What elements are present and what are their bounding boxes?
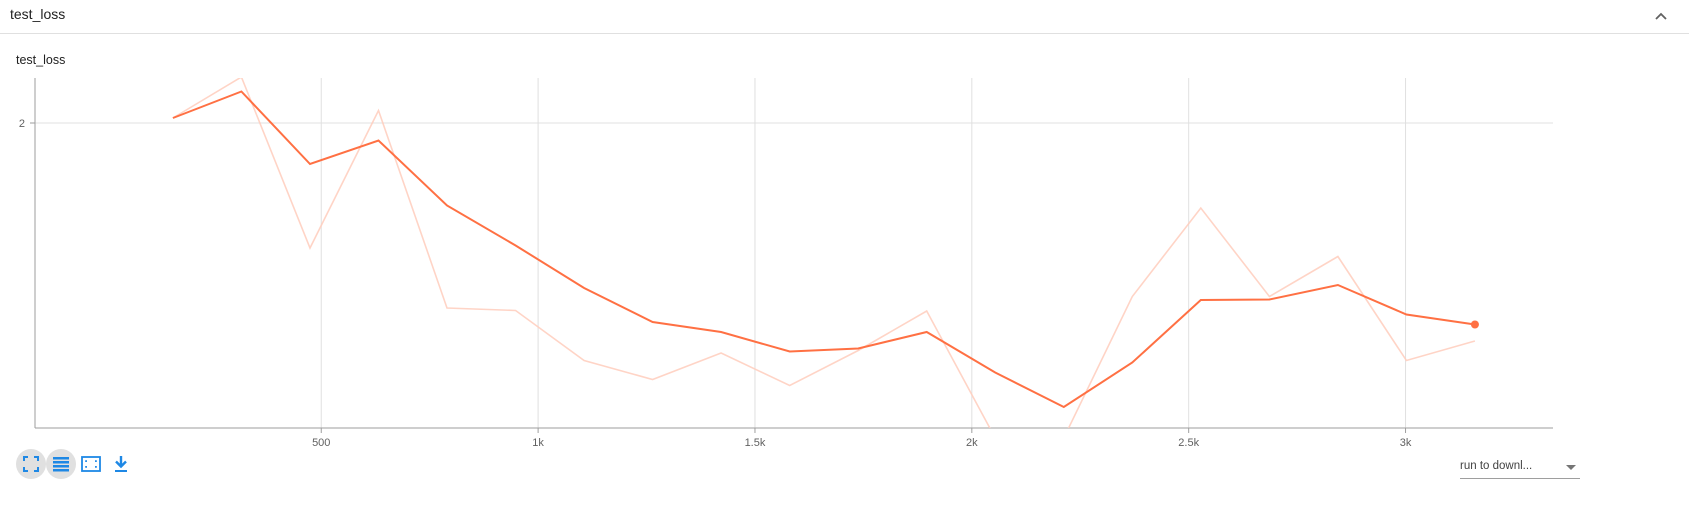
smoothed-series-line <box>172 90 1476 409</box>
x-tick-label: 1k <box>532 437 544 449</box>
dropdown-arrow-icon <box>1566 465 1576 470</box>
tick-labels: 500 1k 1.5k 2k 2.5k 3k 2 <box>19 118 1412 449</box>
axes <box>30 78 1553 433</box>
fit-domain-icon <box>81 456 101 472</box>
fullscreen-icon <box>23 456 39 472</box>
grid <box>35 78 1553 428</box>
chevron-up-icon[interactable] <box>1651 6 1671 26</box>
fullscreen-button[interactable] <box>16 449 46 479</box>
y-tick-label: 2 <box>19 118 25 130</box>
download-button[interactable] <box>106 449 136 479</box>
last-point-marker <box>1470 320 1479 329</box>
x-tick-label: 500 <box>312 437 330 449</box>
run-select-value: run to downl... <box>1460 460 1533 472</box>
series <box>172 78 1479 428</box>
chart-title: test_loss <box>16 53 66 67</box>
x-tick-label: 2k <box>966 437 978 449</box>
data-table-icon <box>53 457 69 472</box>
x-tick-label: 2.5k <box>1178 437 1199 449</box>
run-download-select[interactable]: run to downl... <box>1460 457 1580 479</box>
card-header: test_loss <box>0 0 1689 34</box>
x-tick-label: 3k <box>1400 437 1412 449</box>
fit-domain-button[interactable] <box>76 449 106 479</box>
x-tick-label: 1.5k <box>745 437 766 449</box>
data-table-button[interactable] <box>46 449 76 479</box>
raw-series-line <box>172 78 1476 428</box>
download-icon <box>115 456 127 472</box>
line-chart[interactable]: 500 1k 1.5k 2k 2.5k 3k 2 <box>0 70 1560 450</box>
card-title: test_loss <box>10 6 66 22</box>
